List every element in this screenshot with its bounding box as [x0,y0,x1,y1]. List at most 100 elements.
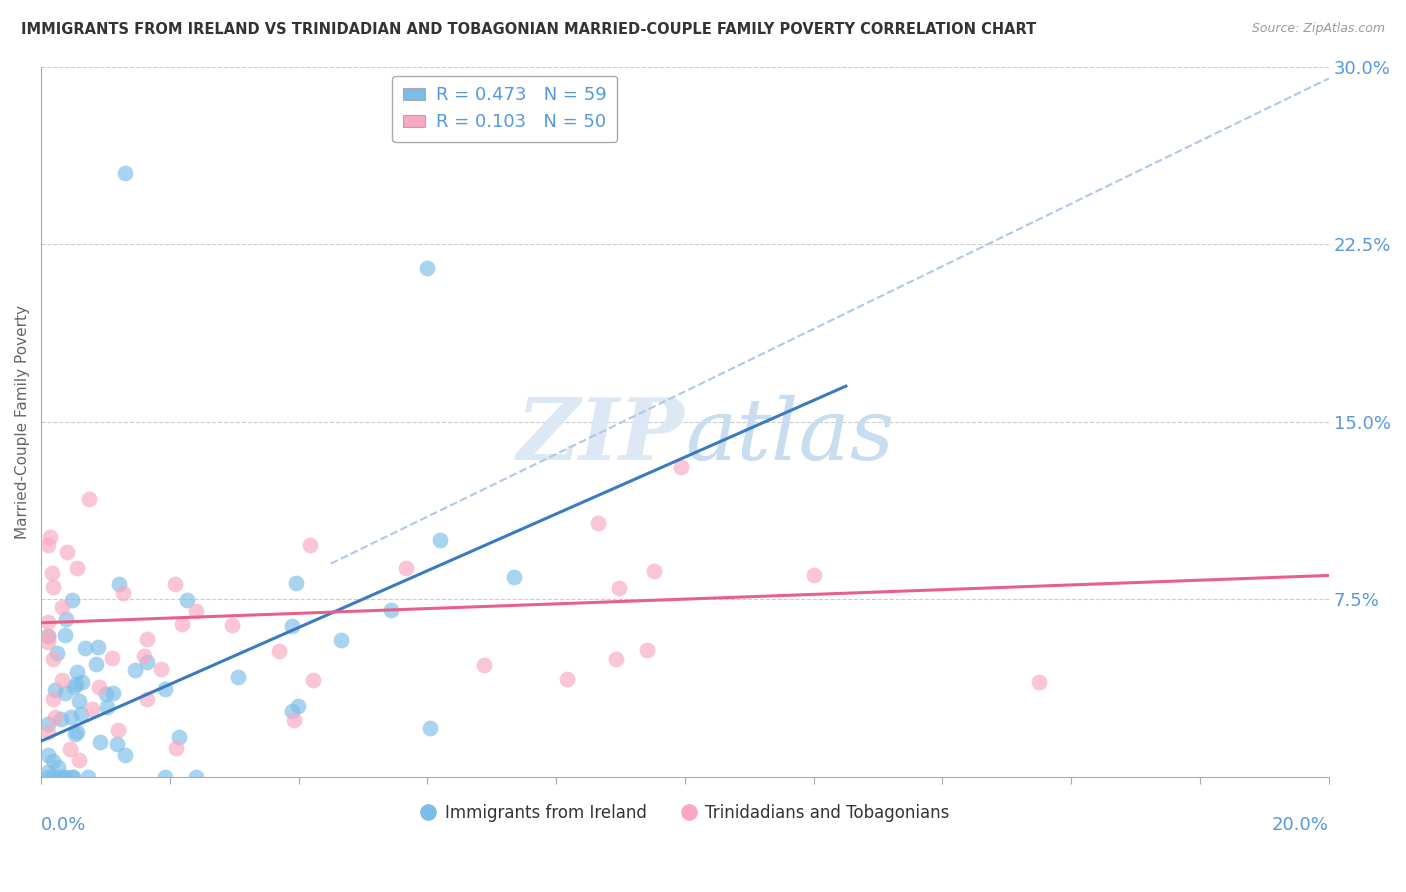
Point [44,710,66,724]
Point [82,702,104,716]
Point [636,643,658,657]
Point [44,683,66,698]
Point [52,770,75,784]
Point [167,730,190,744]
Point [37,629,59,643]
Point [184,770,207,784]
Point [51,600,73,615]
Point [37,717,59,731]
Point [66,725,89,739]
Point [165,740,187,755]
Point [419,722,441,736]
Point [643,564,665,578]
Point [84,657,107,671]
Point [37,748,59,763]
Point [136,632,159,646]
Point [56,545,79,559]
Point [67,694,90,708]
Point [39,530,62,544]
Point [59,710,82,724]
Point [73,641,96,656]
Text: ZIP: ZIP [517,394,685,477]
Legend: Immigrants from Ireland, Trinidadians and Tobagonians: Immigrants from Ireland, Trinidadians an… [413,797,956,829]
Point [555,673,578,687]
Point [283,713,305,727]
Point [330,632,353,647]
Point [395,561,418,575]
Point [41,566,63,580]
Point [53,686,76,700]
Point [124,663,146,677]
Point [105,737,128,751]
Point [53,770,76,784]
Point [66,560,89,574]
Point [87,640,110,654]
Point [100,651,122,665]
Point [37,724,59,739]
Point [70,674,93,689]
Point [416,260,439,275]
Point [226,670,249,684]
Point [176,593,198,607]
Point [267,644,290,658]
Point [42,770,65,784]
Point [221,618,243,632]
Point [101,686,124,700]
Point [42,580,65,594]
Point [37,770,59,784]
Point [70,707,93,722]
Point [62,680,84,694]
Point [59,742,82,756]
Point [51,673,73,688]
Point [607,581,630,595]
Point [96,700,118,714]
Point [111,586,134,600]
Point [503,570,526,584]
Point [108,577,131,591]
Point [298,538,321,552]
Point [114,166,136,180]
Point [669,460,692,475]
Point [153,770,176,784]
Point [380,603,402,617]
Point [136,656,159,670]
Text: atlas: atlas [685,394,894,477]
Point [37,538,59,552]
Point [284,575,307,590]
Point [62,770,84,784]
Point [429,533,451,548]
Point [586,516,609,531]
Text: IMMIGRANTS FROM IRELAND VS TRINIDADIAN AND TOBAGONIAN MARRIED-COUPLE FAMILY POVE: IMMIGRANTS FROM IRELAND VS TRINIDADIAN A… [21,22,1036,37]
Point [89,734,111,748]
Point [77,492,100,507]
Point [66,665,89,679]
Point [1028,675,1050,690]
Point [472,657,495,672]
Point [287,699,309,714]
Point [301,673,323,687]
Point [60,593,83,607]
Point [41,652,63,666]
Point [42,692,65,706]
Point [67,753,90,767]
Point [281,704,304,718]
Text: Source: ZipAtlas.com: Source: ZipAtlas.com [1251,22,1385,36]
Point [114,747,136,762]
Point [37,635,59,649]
Point [165,577,187,591]
Point [48,770,70,784]
Point [136,691,159,706]
Point [60,770,83,784]
Point [63,727,86,741]
Point [172,617,194,632]
Text: 0.0%: 0.0% [41,815,87,834]
Point [150,662,173,676]
Point [46,646,69,660]
Point [184,604,207,618]
Point [53,628,76,642]
Text: 20.0%: 20.0% [1272,815,1329,834]
Point [42,754,65,768]
Point [77,770,100,784]
Point [280,619,302,633]
Point [37,765,59,780]
